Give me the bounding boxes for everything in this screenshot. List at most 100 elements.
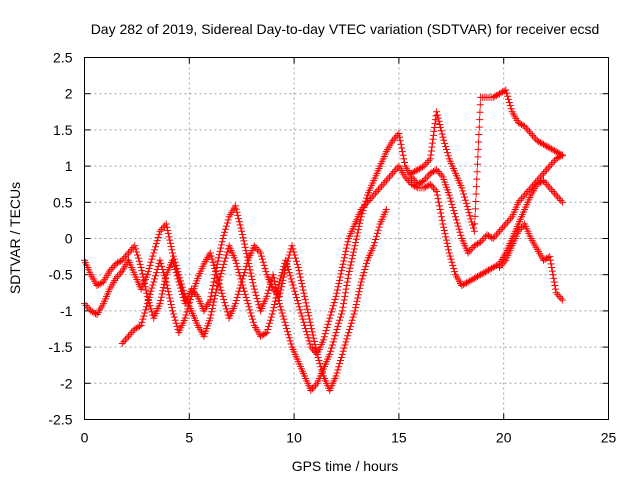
data-point [150,249,158,257]
data-point [222,251,230,259]
data-point [148,284,156,292]
data-point [354,229,362,237]
data-point [95,281,103,289]
data-point [541,255,549,263]
data-point [342,285,350,293]
data-point [535,179,543,187]
data-point [516,196,524,204]
data-point [290,284,298,292]
data-point [310,383,318,391]
data-point [373,229,381,237]
data-point [259,258,267,266]
y-tick-label: 0.5 [53,194,73,210]
data-point [123,251,131,259]
data-point [541,178,549,186]
data-point [446,194,454,202]
data-point [558,198,566,206]
data-point [343,241,351,249]
data-point [518,224,526,232]
data-point [389,137,397,145]
data-point [304,309,312,317]
data-point [330,335,338,343]
data-point [219,235,227,242]
data-point [433,108,441,116]
data-point [247,272,255,280]
data-point [362,200,370,208]
data-point [519,193,527,201]
data-point [474,240,481,248]
data-point [207,252,215,260]
data-point [183,308,191,316]
data-point [492,92,500,100]
data-point [442,236,450,244]
data-point [440,223,448,231]
data-point [433,111,441,119]
data-point [301,296,309,304]
data-point [242,293,250,301]
data-point [316,360,324,368]
data-point [123,334,131,342]
data-point [494,229,502,237]
data-point [164,284,172,292]
data-point [257,332,265,340]
data-point [305,337,313,345]
data-point [172,319,180,327]
data-point [467,276,475,284]
data-point [476,101,484,109]
data-point [491,233,499,241]
data-point [253,245,261,253]
data-point [518,120,526,128]
data-point [321,330,329,338]
data-point [343,278,351,286]
data-point [368,193,376,201]
data-point [353,297,361,305]
data-point [431,167,439,175]
data-point [384,175,392,183]
data-point [409,175,417,183]
data-point [223,219,231,227]
data-point [445,191,453,199]
data-point [186,296,194,304]
data-point [428,182,436,190]
data-point [307,387,315,395]
data-point [489,235,497,242]
data-point [491,92,499,100]
data-point [426,169,434,177]
data-point [243,250,251,258]
data-point [444,243,452,251]
data-point [243,259,251,267]
data-point [462,279,470,287]
data-point [345,329,353,337]
data-point [234,211,242,219]
data-point [471,205,479,213]
data-point [144,268,152,276]
data-point [173,264,181,272]
data-point [437,209,445,217]
y-tick-label: 1 [65,158,73,174]
data-point [397,140,405,148]
data-point [443,149,451,157]
data-point [145,293,153,301]
data-point [546,144,554,152]
data-point [521,122,529,130]
data-point [114,273,122,281]
data-point [340,254,348,262]
data-point [333,369,341,377]
data-point [392,166,400,174]
data-point [426,180,434,188]
data-point [444,152,452,160]
data-point [447,255,455,263]
data-point [550,274,558,282]
data-point [426,155,434,163]
data-point [134,254,142,262]
data-point [179,286,187,294]
data-point [286,337,294,345]
data-point [398,144,406,152]
data-point [457,231,465,239]
data-point [450,264,458,272]
data-point [347,261,355,269]
data-point [210,295,218,303]
data-point [379,180,387,188]
data-point [443,239,451,247]
data-point [192,291,200,299]
